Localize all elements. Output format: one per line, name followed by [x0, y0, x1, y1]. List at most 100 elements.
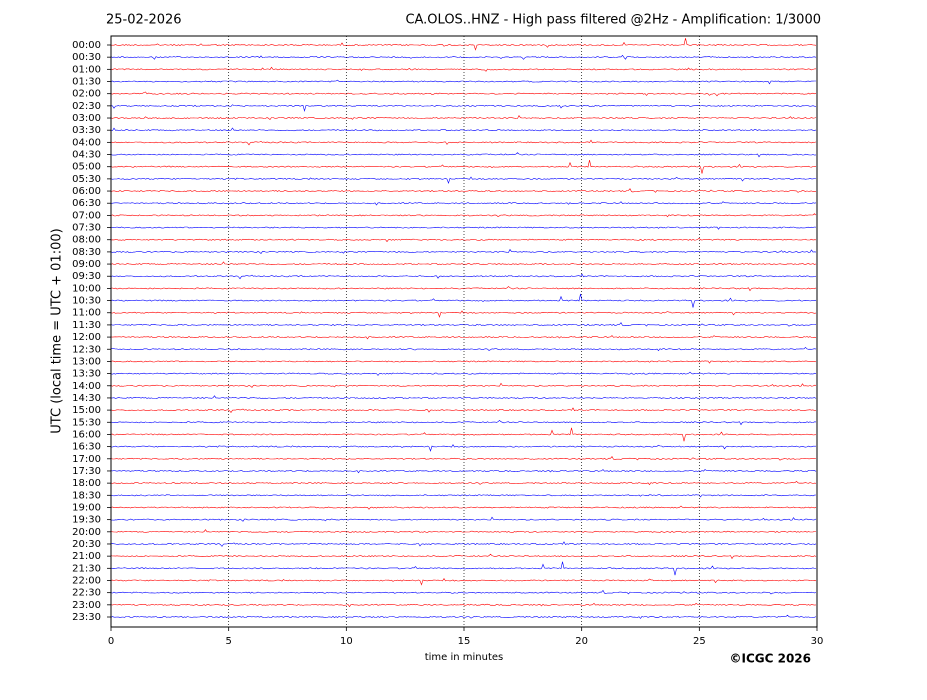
- trace: [110, 469, 817, 474]
- trace: [110, 127, 817, 132]
- trace: [110, 160, 817, 174]
- trace: [110, 91, 817, 97]
- y-tick-label: 20:30: [72, 539, 101, 550]
- y-axis-label: UTC (local time = UTC + 01:00): [50, 228, 65, 433]
- trace: [110, 310, 817, 318]
- y-tick-label: 20:00: [72, 527, 101, 538]
- y-tick-label: 15:00: [72, 405, 101, 416]
- y-tick-label: 11:30: [72, 320, 101, 331]
- y-tick-label: 22:30: [72, 588, 101, 599]
- y-tick-label: 01:30: [72, 77, 101, 88]
- trace: [110, 395, 817, 399]
- trace: [110, 322, 817, 327]
- y-tick-label: 12:30: [72, 344, 101, 355]
- trace: [110, 54, 817, 60]
- y-tick-label: 04:00: [72, 137, 101, 148]
- x-axis-label: time in minutes: [425, 652, 504, 663]
- y-tick-label: 01:00: [72, 64, 101, 75]
- y-tick-label: 22:00: [72, 575, 101, 586]
- y-tick-label: 00:00: [72, 40, 101, 51]
- trace: [110, 589, 817, 595]
- trace: [110, 614, 817, 619]
- y-tick-label: 02:00: [72, 89, 101, 100]
- y-tick-label: 09:00: [72, 259, 101, 270]
- trace: [110, 505, 817, 510]
- y-tick-label: 00:30: [72, 52, 101, 63]
- trace: [110, 561, 817, 576]
- trace: [110, 139, 817, 146]
- y-tick-label: 19:30: [72, 515, 101, 526]
- trace: [110, 480, 817, 486]
- x-tick-label: 0: [108, 636, 114, 647]
- y-tick-label: 09:30: [72, 271, 101, 282]
- plot-frame: [110, 35, 818, 628]
- y-tick-label: 18:30: [72, 490, 101, 501]
- y-tick-label: 03:00: [72, 113, 101, 124]
- y-tick-label: 21:00: [72, 551, 101, 562]
- trace: [110, 79, 816, 85]
- trace: [110, 335, 817, 340]
- y-tick-label: 23:30: [72, 612, 101, 623]
- trace: [110, 273, 817, 280]
- trace: [110, 529, 816, 533]
- x-tick-label: 30: [811, 636, 824, 647]
- trace: [110, 248, 817, 254]
- y-tick-label: 05:00: [72, 162, 101, 173]
- trace: [110, 602, 817, 608]
- y-tick-label: 07:00: [72, 210, 101, 221]
- date: 25-02-2026: [106, 13, 182, 28]
- trace: [110, 38, 817, 51]
- y-tick-label: 06:00: [72, 186, 101, 197]
- trace: [110, 176, 817, 185]
- y-tick-label: 05:30: [72, 174, 101, 185]
- y-tick-label: 16:00: [72, 429, 101, 440]
- y-tick-label: 11:00: [72, 308, 101, 319]
- trace: [110, 578, 817, 586]
- y-tick-label: 17:00: [72, 454, 101, 465]
- copyright: ©ICGC 2026: [729, 652, 811, 666]
- trace: [110, 444, 816, 452]
- x-tick-label: 15: [458, 636, 471, 647]
- trace: [110, 188, 816, 193]
- y-tick-label: 15:30: [72, 417, 101, 428]
- trace: [110, 427, 817, 442]
- trace: [110, 371, 817, 376]
- trace: [110, 455, 817, 461]
- x-tick-label: 25: [693, 636, 706, 647]
- trace: [110, 407, 817, 414]
- y-tick-label: 10:00: [72, 283, 101, 294]
- y-tick-label: 03:30: [72, 125, 101, 136]
- trace: [110, 360, 817, 364]
- y-tick-label: 21:30: [72, 563, 101, 574]
- trace: [110, 152, 817, 158]
- trace: [110, 261, 817, 266]
- trace: [110, 541, 817, 547]
- y-tick-label: 02:30: [72, 101, 101, 112]
- y-tick-label: 16:30: [72, 442, 101, 453]
- y-tick-label: 04:30: [72, 150, 101, 161]
- trace: [110, 104, 817, 113]
- x-tick-label: 5: [225, 636, 231, 647]
- trace: [110, 293, 817, 308]
- y-tick-label: 14:30: [72, 393, 101, 404]
- y-tick-label: 06:30: [72, 198, 101, 209]
- y-tick-label: 12:00: [72, 332, 101, 343]
- y-tick-label: 07:30: [72, 223, 101, 234]
- x-tick-label: 20: [575, 636, 588, 647]
- trace: [110, 201, 817, 206]
- y-tick-label: 08:30: [72, 247, 101, 258]
- trace: [110, 66, 817, 72]
- y-tick-label: 18:00: [72, 478, 101, 489]
- y-tick-label: 13:30: [72, 369, 101, 380]
- y-tick-label: 13:00: [72, 356, 101, 367]
- trace: [110, 286, 817, 292]
- y-tick-label: 19:00: [72, 502, 101, 513]
- trace: [110, 553, 817, 560]
- trace: [110, 213, 817, 218]
- x-tick-label: 10: [340, 636, 353, 647]
- y-tick-label: 10:30: [72, 296, 101, 307]
- trace: [110, 516, 817, 522]
- y-tick-label: 08:00: [72, 235, 101, 246]
- trace: [110, 346, 817, 352]
